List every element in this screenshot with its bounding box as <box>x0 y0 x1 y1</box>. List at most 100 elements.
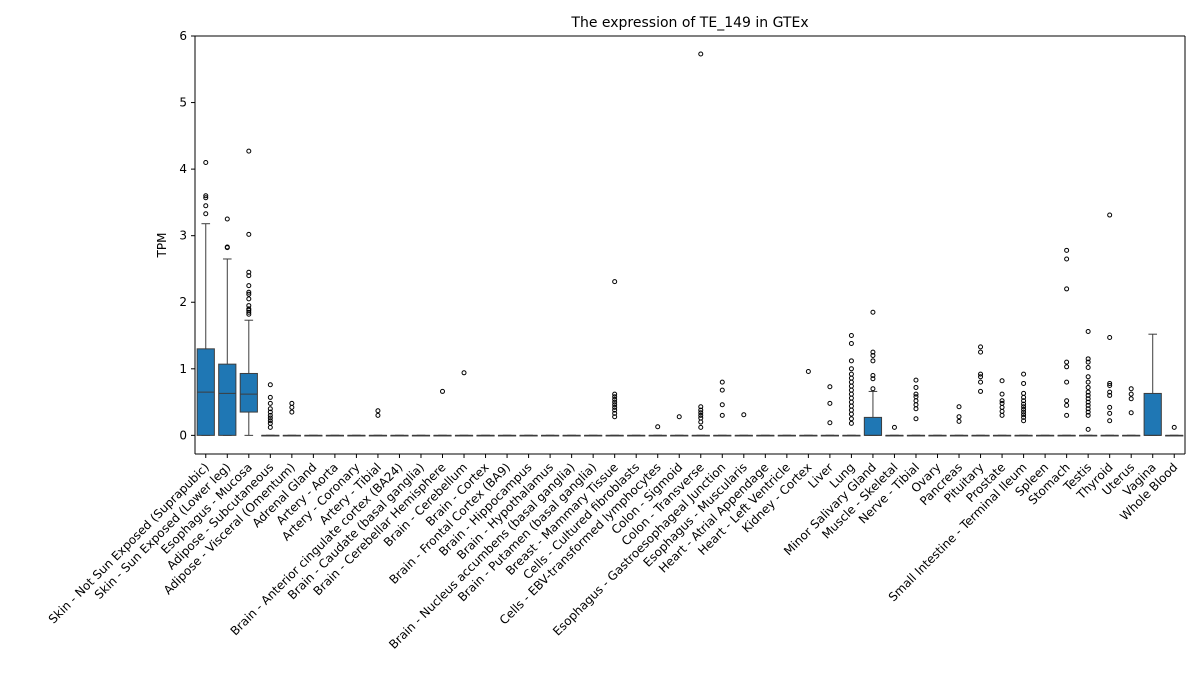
outlier-point <box>1064 286 1070 292</box>
box-group <box>820 384 839 437</box>
outlier-point <box>1107 404 1113 410</box>
outlier-point <box>612 407 618 413</box>
outlier-point <box>1085 364 1091 370</box>
outlier-point <box>848 366 854 372</box>
outlier-point <box>698 51 704 57</box>
outlier-point <box>375 408 381 414</box>
outlier-point <box>719 379 725 385</box>
outlier-point <box>870 349 876 355</box>
outlier-point <box>246 231 252 237</box>
outlier-point <box>203 195 209 201</box>
outlier-point <box>999 400 1005 406</box>
outlier-point <box>1021 380 1027 386</box>
box-group <box>454 370 474 437</box>
outlier-point <box>246 283 252 289</box>
outlier-point <box>1064 398 1070 404</box>
outlier-point <box>1085 374 1091 380</box>
outlier-point <box>1085 379 1091 385</box>
outlier-point <box>267 382 273 388</box>
outlier-point <box>612 279 618 285</box>
box-group <box>992 378 1012 437</box>
box-group <box>196 159 215 436</box>
y-tick-label: 0 <box>179 428 187 442</box>
outlier-point <box>655 424 661 430</box>
box-group <box>411 434 431 437</box>
outlier-point <box>1021 409 1027 415</box>
outlier-point <box>1064 256 1070 262</box>
outlier-point <box>1021 401 1027 407</box>
outlier-point <box>267 394 273 400</box>
y-tick-label: 2 <box>179 295 187 309</box>
box-group <box>239 148 258 436</box>
outlier-point <box>719 412 725 418</box>
outlier-point <box>698 404 704 410</box>
box-group <box>906 377 926 437</box>
outlier-point <box>1085 384 1091 390</box>
outlier-point <box>1107 335 1113 341</box>
outlier-point <box>246 306 252 312</box>
outlier-point <box>999 398 1005 404</box>
outlier-point <box>1064 379 1070 385</box>
outlier-point <box>870 386 876 392</box>
outlier-point <box>1021 414 1027 420</box>
y-tick-label: 3 <box>179 229 187 243</box>
outlier-point <box>913 384 919 390</box>
outlier-point <box>719 387 725 393</box>
outlier-point <box>267 409 273 415</box>
outlier-point <box>289 409 295 415</box>
box-group <box>756 434 775 437</box>
outlier-point <box>612 404 618 410</box>
outlier-point <box>1021 390 1027 396</box>
outlier-point <box>1171 424 1177 430</box>
outlier-point <box>698 424 704 430</box>
outlier-point <box>698 415 704 421</box>
outlier-point <box>913 391 919 397</box>
box-group <box>325 434 345 437</box>
outlier-point <box>1085 396 1091 402</box>
box-group <box>928 434 947 437</box>
outlier-point <box>999 391 1005 397</box>
outlier-point <box>891 424 897 430</box>
outlier-point <box>870 372 876 378</box>
outlier-point <box>1128 410 1134 416</box>
y-tick-label: 5 <box>179 96 187 110</box>
box-group <box>584 434 603 437</box>
outlier-point <box>1085 412 1091 418</box>
outlier-point <box>1085 399 1091 405</box>
outlier-point <box>870 358 876 364</box>
box <box>239 372 258 413</box>
outlier-point <box>1021 418 1027 424</box>
outlier-point <box>246 289 252 295</box>
outlier-point <box>267 420 273 426</box>
box-group <box>519 434 538 437</box>
outlier-point <box>246 148 252 154</box>
outlier-point <box>612 394 618 400</box>
outlier-point <box>1064 364 1070 370</box>
outlier-point <box>246 273 252 279</box>
outlier-point <box>267 412 273 418</box>
y-tick-label: 6 <box>179 29 187 43</box>
box-group <box>218 216 237 436</box>
outlier-point <box>1064 412 1070 418</box>
outlier-point <box>999 378 1005 384</box>
box-group <box>863 309 883 436</box>
outlier-point <box>203 159 209 165</box>
box-group <box>627 434 646 437</box>
outlier-point <box>612 402 618 408</box>
outlier-point <box>612 410 618 416</box>
box-group <box>885 424 904 437</box>
outlier-point <box>1085 409 1091 415</box>
outlier-point <box>1085 356 1091 362</box>
outlier-point <box>267 406 273 412</box>
box-group <box>799 368 818 437</box>
outlier-point <box>870 309 876 315</box>
outlier-point <box>848 416 854 422</box>
outlier-point <box>1021 371 1027 377</box>
box-group <box>1100 212 1119 437</box>
box-group <box>1014 371 1033 437</box>
outlier-point <box>1085 392 1091 398</box>
outlier-point <box>1064 359 1070 365</box>
box-group <box>541 434 560 437</box>
